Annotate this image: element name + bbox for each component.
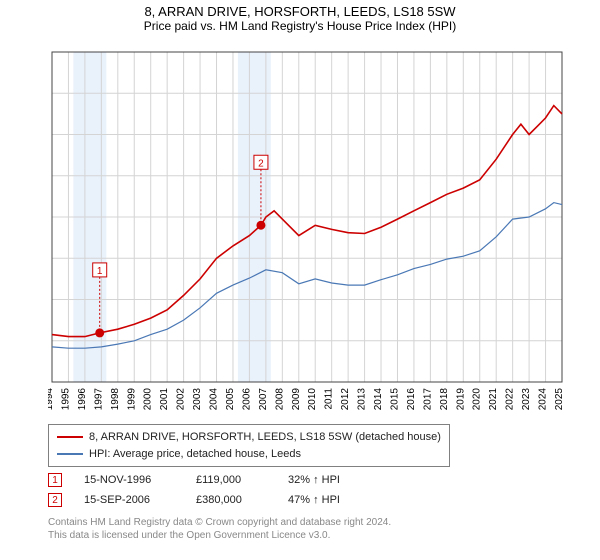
svg-text:1995: 1995: [60, 388, 71, 411]
legend-label: 8, ARRAN DRIVE, HORSFORTH, LEEDS, LS18 5…: [89, 429, 441, 446]
svg-text:2021: 2021: [488, 388, 499, 411]
svg-text:2001: 2001: [159, 388, 170, 411]
svg-text:2008: 2008: [274, 388, 285, 411]
svg-text:2018: 2018: [439, 388, 450, 411]
svg-text:1998: 1998: [110, 388, 121, 411]
svg-text:1999: 1999: [126, 388, 137, 411]
svg-text:2: 2: [258, 158, 264, 169]
sales-table: 1 15-NOV-1996 £119,000 32% ↑ HPI 2 15-SEP-200…: [48, 470, 368, 510]
svg-text:2002: 2002: [176, 388, 187, 411]
sale-hpi: 32% ↑ HPI: [288, 474, 368, 486]
legend-swatch: [57, 453, 83, 455]
sale-price: £119,000: [196, 474, 266, 486]
sale-point-1: [95, 328, 104, 337]
sale-point-2: [256, 221, 265, 230]
svg-text:1: 1: [97, 266, 103, 277]
svg-text:2023: 2023: [521, 388, 532, 411]
svg-text:2000: 2000: [143, 388, 154, 411]
sale-marker-2: 2: [48, 493, 62, 507]
legend-row-0: 8, ARRAN DRIVE, HORSFORTH, LEEDS, LS18 5…: [57, 429, 441, 446]
sale-hpi: 47% ↑ HPI: [288, 494, 368, 506]
legend-swatch: [57, 436, 83, 438]
svg-text:2016: 2016: [406, 388, 417, 411]
svg-text:2005: 2005: [225, 388, 236, 411]
sale-row-2: 2 15-SEP-2006 £380,000 47% ↑ HPI: [48, 490, 368, 510]
svg-text:2006: 2006: [241, 388, 252, 411]
svg-text:2015: 2015: [389, 388, 400, 411]
svg-text:2019: 2019: [455, 388, 466, 411]
svg-text:2011: 2011: [324, 388, 335, 410]
svg-text:2009: 2009: [291, 388, 302, 411]
svg-text:1996: 1996: [77, 388, 88, 411]
footer-note: Contains HM Land Registry data © Crown c…: [48, 516, 391, 542]
title-sub: Price paid vs. HM Land Registry's House …: [0, 19, 600, 33]
svg-text:2004: 2004: [209, 388, 220, 411]
svg-text:1997: 1997: [93, 388, 104, 411]
footer-line-1: Contains HM Land Registry data © Crown c…: [48, 516, 391, 529]
sale-marker-1: 1: [48, 473, 62, 487]
sale-price: £380,000: [196, 494, 266, 506]
legend: 8, ARRAN DRIVE, HORSFORTH, LEEDS, LS18 5…: [48, 424, 450, 467]
sale-date: 15-SEP-2006: [84, 494, 174, 506]
title-block: 8, ARRAN DRIVE, HORSFORTH, LEEDS, LS18 5…: [0, 0, 600, 33]
chart-area: £0£100K£200K£300K£400K£500K£600K£700K£80…: [48, 48, 578, 418]
sale-date: 15-NOV-1996: [84, 474, 174, 486]
svg-text:2007: 2007: [258, 388, 269, 411]
svg-text:2012: 2012: [340, 388, 351, 411]
svg-text:2010: 2010: [307, 388, 318, 411]
svg-text:2025: 2025: [554, 388, 565, 411]
title-main: 8, ARRAN DRIVE, HORSFORTH, LEEDS, LS18 5…: [0, 4, 600, 19]
svg-text:2017: 2017: [422, 388, 433, 411]
svg-text:2022: 2022: [505, 388, 516, 411]
svg-text:2003: 2003: [192, 388, 203, 411]
svg-text:2024: 2024: [538, 388, 549, 411]
svg-text:2013: 2013: [357, 388, 368, 411]
footer-line-2: This data is licensed under the Open Gov…: [48, 529, 391, 542]
series-property: [52, 106, 562, 337]
svg-text:2020: 2020: [472, 388, 483, 411]
sale-row-1: 1 15-NOV-1996 £119,000 32% ↑ HPI: [48, 470, 368, 490]
svg-text:1994: 1994: [48, 388, 55, 411]
line-chart-svg: £0£100K£200K£300K£400K£500K£600K£700K£80…: [48, 48, 578, 418]
svg-text:2014: 2014: [373, 388, 384, 411]
legend-label: HPI: Average price, detached house, Leed…: [89, 446, 301, 463]
chart-container: 8, ARRAN DRIVE, HORSFORTH, LEEDS, LS18 5…: [0, 0, 600, 560]
legend-row-1: HPI: Average price, detached house, Leed…: [57, 446, 441, 463]
